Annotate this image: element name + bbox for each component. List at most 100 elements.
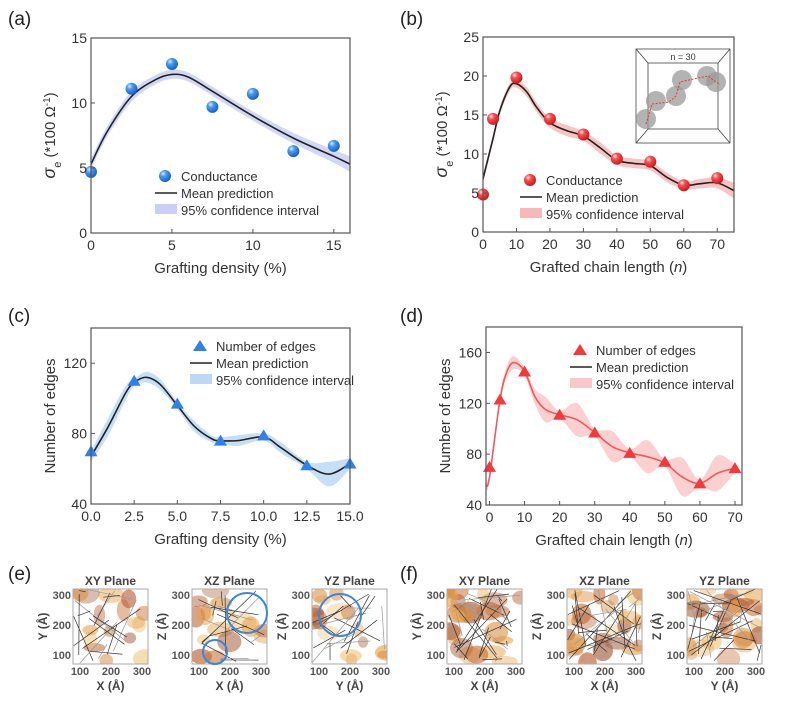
inset-particle [706, 72, 726, 92]
y-tick-label: 0 [471, 224, 479, 240]
y-axis-label: σe (*100 Ω-1) [39, 92, 64, 178]
structure-x-tick: 300 [133, 666, 151, 678]
legend-band [155, 204, 177, 214]
structure-x-label: X (Å) [471, 678, 499, 693]
legend-marker [193, 340, 207, 351]
structure-x-tick: 100 [565, 666, 583, 678]
legend-label: Mean prediction [596, 360, 689, 375]
structure-x-tick: 100 [310, 666, 328, 678]
x-axis-label-part: n [679, 532, 687, 549]
y-tick-label: 40 [466, 497, 482, 513]
legend-label: 95% confidence interval [181, 203, 319, 218]
structure-y-label: Z (Å) [274, 613, 289, 640]
data-point [494, 393, 507, 404]
x-tick-label: 7.5 [211, 508, 231, 524]
structure-y-tick: 100 [292, 650, 310, 662]
particle-blob [632, 580, 650, 601]
x-tick-label: 12.5 [293, 508, 320, 524]
legend-label: 95% confidence interval [596, 377, 734, 392]
y-tick-label: 15 [463, 107, 479, 123]
y-axis-label-unit: (*100 Ω [434, 105, 451, 160]
y-tick-label: 0 [79, 225, 87, 241]
x-tick-label: 40 [622, 509, 638, 525]
y-axis-label-end: ) [42, 92, 59, 97]
structure-x-tick: 200 [341, 666, 359, 678]
structure-x-tick: 300 [372, 666, 390, 678]
x-tick-label: 0 [87, 237, 95, 253]
structure-image [437, 580, 531, 667]
x-tick-label: 0 [486, 509, 494, 525]
legend-label: Conductance [181, 169, 258, 184]
structure-x-tick: 300 [252, 666, 270, 678]
structure-x-tick: 100 [685, 666, 703, 678]
structure-y-tick: 200 [172, 620, 190, 632]
data-point [487, 113, 499, 125]
x-tick-label: 15 [326, 237, 342, 253]
y-axis-label-main: Number of edges [42, 358, 59, 473]
y-tick-label: 160 [459, 344, 483, 360]
y-tick-label: 40 [71, 496, 87, 512]
legend-marker [524, 174, 536, 186]
structure-x-tick: 100 [71, 666, 89, 678]
structure-x-tick: 300 [507, 666, 525, 678]
structure-x-label: X (Å) [591, 678, 619, 693]
legend-label: 95% confidence interval [546, 207, 684, 222]
particle-blob [340, 649, 362, 662]
y-axis-label: Number of edges [42, 358, 59, 473]
structure-title: YZ Plane [324, 574, 375, 588]
structure-title: XZ Plane [579, 574, 630, 588]
structure-y-tick: 300 [667, 590, 685, 602]
x-axis-label-part: Grafted chain length ( [530, 259, 674, 276]
y-tick-label: 15 [71, 30, 87, 46]
panel-label-a: (a) [8, 9, 31, 30]
structure-y-tick: 100 [427, 650, 445, 662]
data-point [711, 172, 723, 184]
x-tick-label: 10.0 [250, 508, 277, 524]
x-tick-label: 10 [245, 237, 261, 253]
structure-y-tick: 300 [292, 590, 310, 602]
structure-y-tick: 200 [53, 620, 71, 632]
structure-y-tick: 300 [427, 590, 445, 602]
structure-x-label: Y (Å) [711, 678, 739, 693]
structure-y-tick: 100 [667, 650, 685, 662]
panel-label-f: (f) [400, 564, 418, 585]
legend-band [520, 208, 542, 218]
legend-label: Conductance [546, 173, 623, 188]
x-tick-label: 20 [542, 236, 558, 252]
x-axis-label-part: Grafting density (%) [154, 531, 287, 548]
structure-y-tick: 300 [547, 590, 565, 602]
particle-blob [124, 632, 136, 643]
y-tick-label: 10 [71, 95, 87, 111]
mean-prediction-line [91, 377, 350, 474]
legend-label: Number of edges [216, 339, 316, 354]
legend-label: Mean prediction [216, 356, 309, 371]
structure-x-tick: 300 [627, 666, 645, 678]
structure-x-label: X (Å) [97, 678, 125, 693]
y-tick-label: 20 [463, 68, 479, 84]
data-point [611, 153, 623, 165]
structure-x-label: X (Å) [216, 678, 244, 693]
x-axis-label: Grafted chain length (n) [535, 532, 693, 549]
y-tick-label: 25 [463, 29, 479, 45]
structure-image [556, 580, 650, 674]
data-point [678, 179, 690, 191]
legend-band [190, 374, 212, 384]
structure-y-tick: 200 [427, 620, 445, 632]
x-axis-label: Grafting density (%) [154, 260, 287, 277]
y-tick-label: 10 [463, 146, 479, 162]
x-tick-label: 30 [576, 236, 592, 252]
structure-x-tick: 200 [596, 666, 614, 678]
x-axis-label-part: ) [688, 532, 693, 549]
x-tick-label: 50 [657, 509, 673, 525]
particle-blob [197, 634, 210, 645]
structure-y-label: Y (Å) [35, 613, 50, 641]
data-point [510, 72, 522, 84]
legend-band [570, 378, 592, 388]
